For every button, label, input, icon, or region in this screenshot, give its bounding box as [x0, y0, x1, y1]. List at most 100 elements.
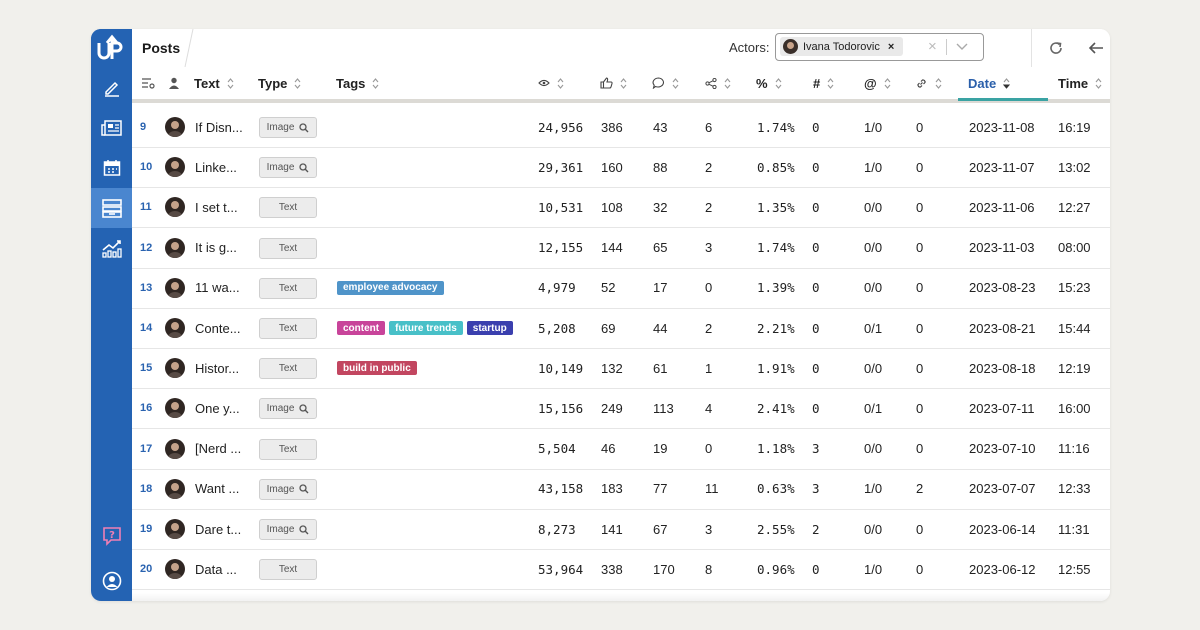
engagement-rate: 2.41% [757, 400, 795, 416]
row-number[interactable]: 11 [140, 201, 152, 214]
table-row[interactable]: 17 [Nerd ... 5,504 46 19 0 1.18% 3 0/0 0 2023-07-1… [132, 429, 1110, 470]
post-text[interactable]: It is g... [195, 240, 237, 256]
type-badge[interactable]: Image [259, 519, 317, 540]
engagement-rate: 1.74% [757, 240, 795, 256]
post-text[interactable]: [Nerd ... [195, 441, 242, 457]
post-text[interactable]: Dare t... [195, 521, 242, 537]
column-views[interactable] [538, 67, 564, 99]
type-badge: Text [259, 559, 317, 581]
clear-actors-button[interactable]: × [928, 38, 937, 55]
column-engagement-rate[interactable]: % [756, 67, 782, 99]
comments-count: 77 [653, 481, 668, 497]
sidebar-item-calendar[interactable] [91, 148, 132, 188]
tag-badge[interactable]: content [337, 321, 386, 335]
type-badge[interactable]: Image [259, 478, 317, 500]
column-mentions[interactable]: @ [864, 67, 891, 99]
sidebar-item-archive[interactable] [91, 188, 132, 228]
sort-icon [620, 77, 627, 89]
avatar [165, 197, 185, 218]
table-row[interactable]: 9 If Disn... 24,956 386 43 6 1.74% 0 1/0 0 2023-11… [132, 107, 1110, 148]
column-settings-button[interactable] [141, 67, 155, 99]
pencil-icon [104, 81, 119, 97]
table-row[interactable]: 11 I set t... 10,531 108 32 2 1.35% 0 0/0 0 2023-1… [132, 187, 1110, 229]
table-row[interactable]: 13 11 wa... 4,979 52 17 0 1.39% 0 0/0 0 2023-08-23… [132, 268, 1110, 309]
row-number[interactable]: 20 [140, 563, 153, 576]
post-date: 2023-11-07 [969, 159, 1035, 175]
table-row[interactable]: 19 Dare t... 8,273 141 67 3 2.55% 2 0/0 0 2023-06-… [132, 509, 1110, 550]
post-text[interactable]: Histor... [195, 360, 240, 376]
tag-badge[interactable]: employee advocacy [337, 280, 444, 295]
hashtag-count: 0 [812, 360, 820, 376]
table-row[interactable]: 20 Data ... 53,964 338 170 8 0.96% 0 1/0 0 2023-06… [132, 549, 1110, 591]
magnifier-icon[interactable] [299, 163, 309, 173]
row-number[interactable]: 10 [140, 161, 153, 174]
likes-count: 144 [601, 240, 623, 256]
row-number[interactable]: 15 [140, 362, 153, 375]
post-text[interactable]: If Disn... [195, 119, 243, 135]
app-logo[interactable] [91, 29, 132, 66]
table-row[interactable]: 14 Conte... 5,208 69 44 2 2.21% 0 0/1 0 2023-08-21… [132, 308, 1110, 349]
column-tags[interactable]: Tags [336, 67, 379, 99]
actors-select[interactable]: Ivana Todorovic × × [775, 33, 984, 61]
sidebar-item-posts-feed[interactable] [91, 108, 132, 148]
row-number[interactable]: 16 [140, 402, 153, 415]
column-type[interactable]: Type [258, 67, 301, 99]
column-shares[interactable] [705, 67, 731, 99]
tag-badge[interactable]: build in public [337, 361, 417, 376]
avatar [165, 157, 185, 178]
column-actor[interactable] [168, 67, 180, 99]
column-text[interactable]: Text [194, 67, 234, 99]
type-badge[interactable]: Image [259, 157, 317, 179]
row-number[interactable]: 13 [140, 281, 153, 294]
column-comments[interactable] [652, 67, 679, 99]
type-badge[interactable]: Image [259, 398, 317, 420]
likes-count: 141 [601, 521, 623, 537]
magnifier-icon[interactable] [299, 404, 309, 414]
chevron-down-icon[interactable] [956, 41, 968, 51]
magnifier-icon[interactable] [299, 484, 309, 494]
sidebar-item-help[interactable]: ? [91, 516, 132, 556]
avatar [165, 519, 185, 539]
hashtag-count: 0 [812, 159, 820, 175]
post-text[interactable]: Data ... [195, 561, 237, 577]
type-label: Image [266, 403, 295, 415]
row-number[interactable]: 19 [140, 523, 153, 535]
column-date[interactable]: Date [968, 67, 1011, 99]
row-number[interactable]: 18 [140, 482, 153, 495]
column-likes[interactable] [600, 67, 627, 99]
tag-badge[interactable]: startup [466, 321, 513, 335]
post-text[interactable]: I set t... [195, 199, 238, 215]
row-number[interactable]: 17 [140, 442, 153, 455]
column-hashtags[interactable]: # [813, 67, 834, 99]
tag-list: build in public [337, 361, 421, 376]
row-number[interactable]: 12 [140, 241, 153, 254]
comments-count: 67 [653, 521, 668, 537]
avatar [165, 117, 185, 137]
post-text[interactable]: One y... [195, 400, 240, 416]
post-text[interactable]: Conte... [195, 320, 241, 336]
sidebar-item-analytics[interactable] [91, 228, 132, 268]
sidebar-item-profile[interactable] [91, 561, 132, 601]
table-row[interactable]: 16 One y... 15,156 249 113 4 2.41% 0 0/1 0 2023-07… [132, 388, 1110, 430]
row-number[interactable]: 14 [140, 322, 153, 334]
magnifier-icon[interactable] [299, 524, 309, 535]
type-badge[interactable]: Image [259, 117, 317, 138]
column-time[interactable]: Time [1058, 67, 1102, 99]
table-row[interactable]: 15 Histor... 10,149 132 61 1 1.91% 0 0/0 0 2023-08… [132, 348, 1110, 390]
post-text[interactable]: Want ... [195, 481, 240, 497]
table-row[interactable]: 12 It is g... 12,155 144 65 3 1.74% 0 0/0 0 2023-1… [132, 228, 1110, 269]
sidebar-item-compose[interactable] [91, 68, 132, 108]
table-row[interactable]: 10 Linke... 29,361 160 88 2 0.85% 0 1/0 0 2023-11-… [132, 147, 1110, 189]
post-text[interactable]: 11 wa... [195, 280, 240, 296]
remove-actor-button[interactable]: × [887, 40, 895, 53]
column-links[interactable] [915, 67, 942, 99]
refresh-button[interactable] [1046, 38, 1066, 58]
sort-icon [775, 77, 781, 89]
row-number[interactable]: 9 [140, 121, 147, 133]
tag-badge[interactable]: future trends [389, 321, 463, 335]
back-button[interactable] [1086, 38, 1106, 58]
table-row[interactable]: 18 Want ... 43,158 183 77 11 0.63% 3 1/0 2 2023-07… [132, 469, 1110, 510]
magnifier-icon[interactable] [299, 122, 309, 133]
post-text[interactable]: Linke... [195, 159, 237, 175]
refresh-icon [1050, 42, 1062, 54]
